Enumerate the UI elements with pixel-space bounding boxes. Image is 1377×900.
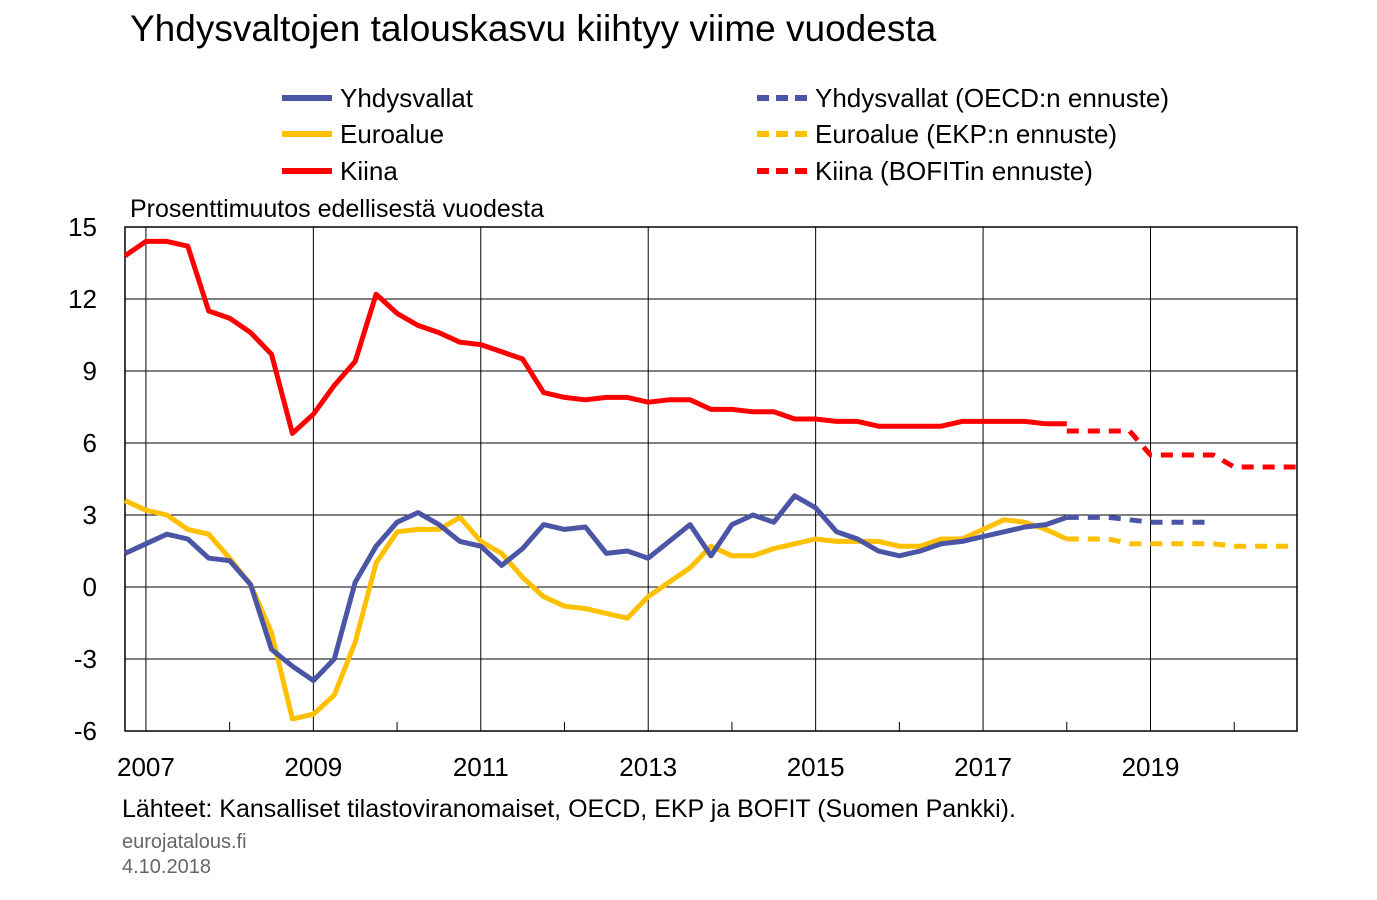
publish-date: 4.10.2018 [122, 856, 211, 878]
legend-swatch-dashed-yellow [757, 131, 807, 137]
legend-swatch-solid-blue [282, 95, 332, 101]
legend-swatch-dashed-red [757, 168, 807, 174]
chart-title: Yhdysvaltojen talouskasvu kiihtyy viime … [130, 8, 937, 49]
series-line-yhdysvallat [123, 493, 1068, 684]
y-tick-label: 3 [83, 500, 97, 530]
legend-item-yhdysvallat: Yhdysvallat [282, 81, 473, 115]
y-tick-label: 15 [68, 212, 97, 242]
series-line-yhdysvallat-oecd-n-ennuste [1066, 514, 1214, 525]
legend-item-euroalue-ennuste: Euroalue (EKP:n ennuste) [757, 117, 1117, 151]
x-tick-label: 2009 [284, 752, 342, 782]
series-line-euroalue-ekp-n-ennuste [1066, 536, 1297, 549]
x-tick-label: 2019 [1122, 752, 1180, 782]
series-line-kiina-bofitin-ennuste [1066, 428, 1297, 470]
x-tick-label: 2011 [453, 752, 509, 782]
legend-label: Kiina (BOFITin ennuste) [815, 155, 1093, 186]
legend-item-kiina: Kiina [282, 154, 398, 188]
y-axis-unit-label: Prosenttimuutos edellisestä vuodesta [130, 195, 545, 223]
legend-label: Yhdysvallat (OECD:n ennuste) [815, 82, 1170, 113]
x-tick-label: 2007 [117, 752, 175, 782]
legend-swatch-solid-yellow [282, 131, 332, 137]
series-line-kiina [123, 238, 1067, 436]
x-tick-label: 2017 [954, 752, 1012, 782]
y-tick-label: 9 [83, 356, 97, 386]
site-name: eurojatalous.fi [122, 831, 247, 853]
legend-swatch-solid-red [282, 168, 332, 174]
legend-item-yhdysvallat-ennuste: Yhdysvallat (OECD:n ennuste) [757, 81, 1169, 115]
y-tick-label: 12 [68, 284, 97, 314]
legend-item-euroalue: Euroalue [282, 117, 444, 151]
legend-label: Yhdysvallat [340, 82, 473, 113]
legend-label: Kiina [340, 155, 398, 186]
x-tick-label: 2015 [787, 752, 845, 782]
series-line-euroalue [123, 498, 1068, 722]
y-tick-label: 6 [83, 428, 97, 458]
y-tick-label: 0 [83, 572, 97, 602]
source-note: Lähteet: Kansalliset tilastoviranomaiset… [122, 795, 1016, 823]
x-tick-label: 2013 [619, 752, 677, 782]
legend-label: Euroalue (EKP:n ennuste) [815, 118, 1118, 149]
legend-label: Euroalue [340, 118, 445, 149]
legend-item-kiina-ennuste: Kiina (BOFITin ennuste) [757, 154, 1093, 188]
y-tick-label: -6 [74, 716, 97, 746]
legend-swatch-dashed-blue [757, 95, 807, 101]
plot-frame [124, 226, 1298, 732]
y-tick-label: -3 [74, 644, 97, 674]
